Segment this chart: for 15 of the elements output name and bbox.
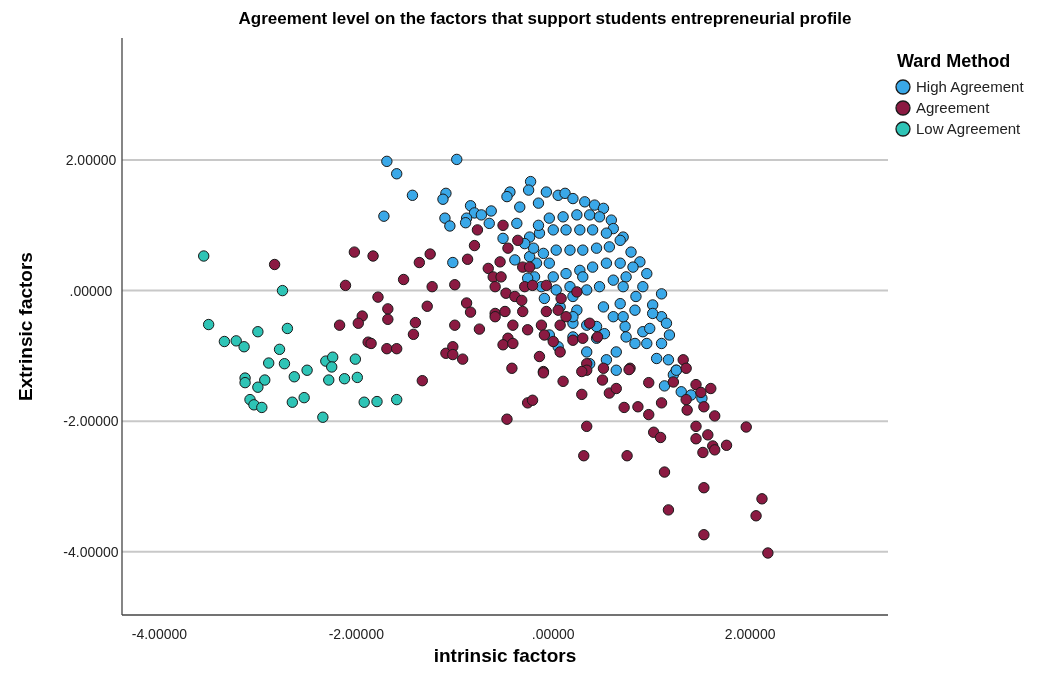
x-tick-label: 2.00000: [724, 626, 776, 642]
x-tick-label: -4.00000: [131, 626, 188, 642]
legend-title: Ward Method: [897, 51, 1011, 71]
y-tick-label: -4.00000: [63, 543, 119, 560]
x-axis-title: intrinsic factors: [433, 645, 577, 666]
chart-title: Agreement level on the factors that support students entrepreneurial profile: [238, 9, 852, 28]
x-tick-label: -2.00000: [328, 626, 385, 642]
legend-label: Low Agreement: [916, 120, 1022, 137]
legend-label: Agreement: [916, 99, 991, 116]
y-tick-label: -2.00000: [63, 413, 119, 430]
y-axis-title: Extrinsic factors: [15, 252, 36, 401]
y-tick-label: .00000: [69, 282, 113, 299]
legend-label: High Agreement: [916, 78, 1025, 95]
y-tick-label: 2.00000: [65, 152, 117, 169]
x-tick-label: .00000: [531, 626, 575, 642]
